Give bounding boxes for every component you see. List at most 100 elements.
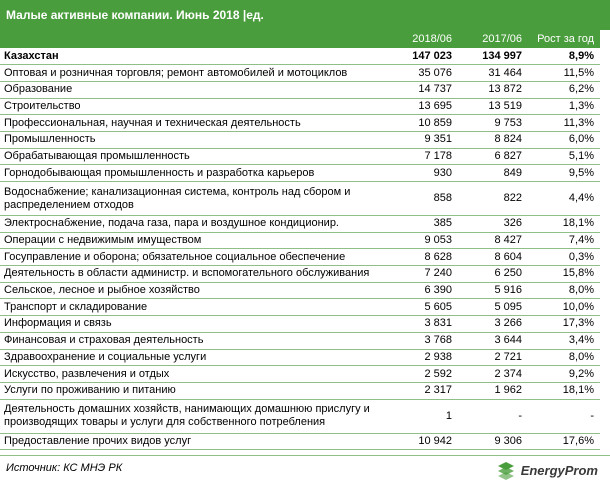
value-2018: 858 (433, 192, 452, 204)
table-row: Операции с недвижимым имуществом 9 053 8 4… (0, 232, 600, 249)
value-2017: 5 916 (494, 284, 522, 297)
value-2018: 7 178 (424, 149, 452, 162)
growth-value: 9,2% (568, 367, 594, 380)
value-2017: 6 250 (494, 267, 522, 280)
value-2017: 13 872 (488, 83, 522, 96)
row-label: Профессиональная, научная и техническая … (4, 116, 301, 129)
table-row: Образование 14 737 13 872 6,2% (0, 81, 600, 99)
growth-value: 4,4% (568, 192, 594, 204)
table-row: Услуги по проживанию и питанию 2 317 1 962… (0, 382, 600, 400)
value-2018: 2 938 (424, 350, 452, 363)
header-growth: Рост за год (528, 30, 600, 48)
growth-value: 17,6% (562, 434, 594, 447)
row-label: Водоснабжение; канализационная система, … (4, 185, 351, 211)
table-row: Транспорт и складирование 5 605 5 095 10,0% (0, 299, 600, 316)
table-row: Госуправление и оборона; обязательное со… (0, 249, 600, 266)
value-2018: 35 076 (418, 66, 452, 79)
growth-value: 15,8% (562, 267, 594, 280)
growth-value: 18,1% (562, 217, 594, 230)
row-label: Промышленность (4, 133, 96, 146)
table-row: Деятельность в области администр. и вспо… (0, 266, 600, 283)
table-title: Малые активные компании. Июнь 2018 |ед. (0, 0, 610, 30)
table-row: Сельское, лесное и рыбное хозяйство 6 390… (0, 282, 600, 299)
growth-value: 3,4% (568, 334, 594, 347)
total-row: Казахстан 147 023 134 997 8,9% (0, 48, 600, 65)
table-row: Водоснабжение; канализационная система, … (0, 182, 600, 216)
row-label: Деятельность домашних хозяйств, нанимающ… (4, 403, 370, 429)
table-row: Деятельность домашних хозяйств, нанимающ… (0, 399, 600, 434)
value-2017: 9 753 (494, 116, 522, 129)
row-label: Операции с недвижимым имуществом (4, 234, 202, 247)
table-row: Искусство, развлечения и отдых 2 592 2 374… (0, 366, 600, 383)
header-category (0, 30, 388, 48)
value-2018: 10 859 (418, 116, 452, 129)
row-label: Обрабатывающая промышленность (4, 149, 190, 162)
value-2018: 8 628 (424, 250, 452, 263)
value-2017: - (518, 409, 522, 422)
value-2017: 9 306 (494, 434, 522, 447)
value-2018: 7 240 (424, 267, 452, 280)
growth-value: 6,2% (568, 83, 594, 96)
row-label: Оптовая и розничная торговля; ремонт авт… (4, 66, 348, 79)
value-2017: 13 519 (488, 99, 522, 112)
row-label: Госуправление и оборона; обязательное со… (4, 250, 346, 263)
value-2017: 134 997 (482, 49, 522, 62)
row-label: Услуги по проживанию и питанию (4, 384, 176, 397)
growth-value: 8,0% (568, 350, 594, 363)
growth-value: 1,3% (568, 99, 594, 112)
value-2017: 2 721 (494, 350, 522, 363)
value-2017: 326 (503, 217, 522, 230)
header-2018: 2018/06 (388, 30, 458, 48)
footer: Источник: КС МНЭ РК EnergyProm (0, 455, 610, 488)
source-note: Источник: КС МНЭ РК (6, 462, 123, 474)
value-2018: 9 351 (424, 133, 452, 146)
header-2017: 2017/06 (458, 30, 528, 48)
row-label: Здравоохранение и социальные услуги (4, 350, 207, 363)
value-2018: 930 (433, 166, 452, 179)
growth-value: 11,5% (563, 66, 594, 79)
growth-value: 8,9% (568, 49, 594, 62)
value-2018: 13 695 (418, 99, 452, 112)
table-row: Строительство 13 695 13 519 1,3% (0, 98, 600, 115)
energyprom-logo-icon (497, 462, 514, 480)
value-2017: 3 266 (494, 317, 522, 330)
value-2017: 8 604 (494, 250, 522, 263)
value-2018: 2 317 (424, 384, 452, 397)
value-2018: 5 605 (424, 300, 452, 313)
growth-value: 18,1% (562, 384, 594, 397)
value-2018: 3 831 (424, 317, 452, 330)
value-2018: 147 023 (412, 49, 452, 62)
growth-value: 8,0% (568, 284, 594, 297)
row-label: Предоставление прочих видов услуг (4, 434, 192, 447)
value-2018: 9 053 (424, 234, 452, 247)
growth-value: 10,0% (562, 300, 594, 313)
value-2017: 5 095 (494, 300, 522, 313)
growth-value: - (590, 409, 594, 422)
table-row: Горнодобывающая промышленность и разрабо… (0, 165, 600, 182)
row-label: Информация и связь (4, 317, 112, 330)
header-row: 2018/06 2017/06 Рост за год (0, 30, 600, 48)
row-label: Финансовая и страховая деятельность (4, 334, 204, 347)
row-label: Искусство, развлечения и отдых (4, 367, 170, 380)
row-label: Транспорт и складирование (4, 300, 148, 313)
table-row: Обрабатывающая промышленность 7 178 6 827 5… (0, 148, 600, 165)
value-2017: 1 962 (494, 384, 522, 397)
value-2018: 2 592 (424, 367, 452, 380)
data-table: 2018/06 2017/06 Рост за год Казахстан 147… (0, 30, 600, 450)
growth-value: 9,5% (568, 166, 594, 179)
row-label: Образование (4, 83, 73, 96)
value-2017: 3 644 (494, 334, 522, 347)
value-2017: 6 827 (494, 149, 522, 162)
growth-value: 11,3% (563, 116, 594, 129)
value-2017: 822 (503, 192, 522, 204)
value-2018: 14 737 (418, 83, 452, 96)
logo: EnergyProm (496, 460, 598, 480)
value-2017: 8 824 (494, 133, 522, 146)
value-2017: 31 464 (488, 66, 522, 79)
table-row: Электроснабжение, подача газа, пара и во… (0, 216, 600, 233)
value-2017: 2 374 (494, 367, 522, 380)
table-row: Информация и связь 3 831 3 266 17,3% (0, 316, 600, 333)
table-row: Профессиональная, научная и техническая … (0, 115, 600, 132)
value-2018: 10 942 (418, 434, 452, 447)
value-2018: 3 768 (424, 334, 452, 347)
